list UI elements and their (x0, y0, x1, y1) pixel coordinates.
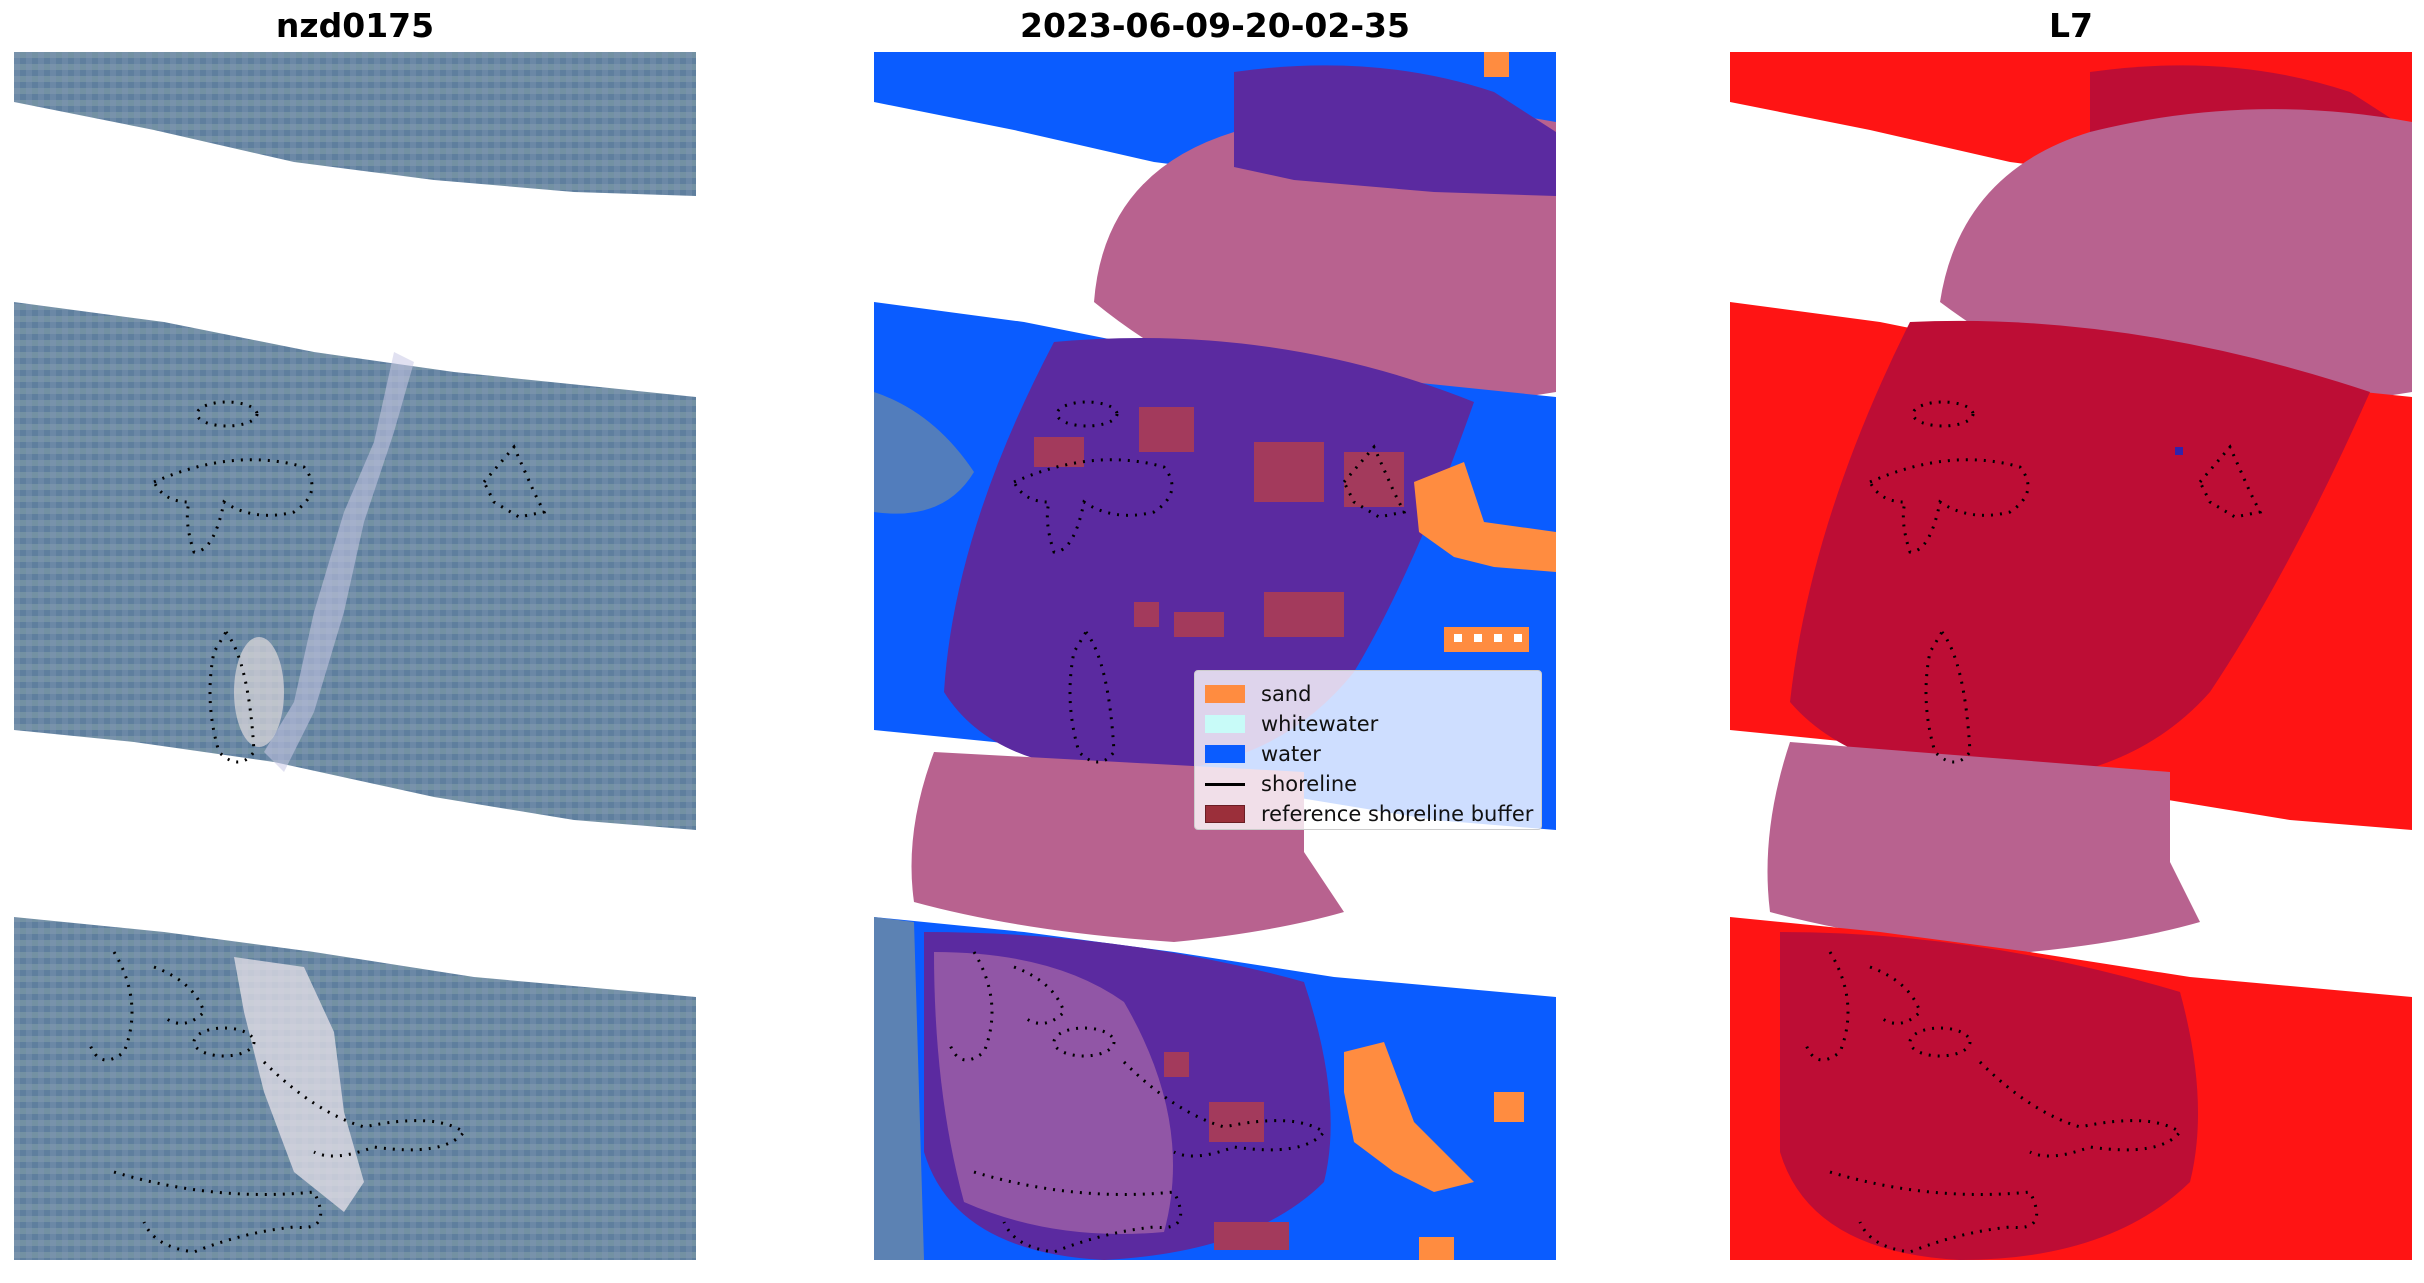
shoreline-lines (87, 400, 547, 1254)
legend-swatch-water (1205, 745, 1245, 763)
legend-item-shoreline: shoreline (1205, 769, 1531, 799)
legend-label-water: water (1261, 742, 1321, 766)
sandbar-bottom-highlight (234, 957, 364, 1212)
classification-image (874, 52, 1556, 1260)
sand-patch-1 (1414, 462, 1556, 572)
crimson-region-bottom (1780, 932, 2198, 1260)
legend-item-whitewater: whitewater (1205, 709, 1531, 739)
legend-swatch-shoreline (1205, 782, 1245, 786)
legend-label-shoreline: shoreline (1261, 772, 1358, 796)
image-strip-top (14, 52, 696, 196)
legend-swatch-reference-buffer (1205, 805, 1245, 823)
purple-overlay-top (1234, 65, 1556, 196)
legend-label-whitewater: whitewater (1261, 712, 1379, 736)
pink-band-lower (1767, 742, 2200, 952)
sandbar-highlight (264, 352, 414, 772)
sand-patch-bottom (1344, 1042, 1474, 1192)
image-strip-middle (14, 302, 696, 830)
legend-item-sand: sand (1205, 679, 1531, 709)
shoreline-lines-middle (947, 400, 1407, 1254)
right-panel-title: L7 (2049, 6, 2093, 45)
l7-mask-panel (1730, 52, 2412, 1260)
l7-mask-image (1730, 52, 2412, 1260)
rgb-image-panel (14, 52, 696, 1260)
legend-label-sand: sand (1261, 682, 1312, 706)
legend: sand whitewater water shoreline referenc… (1194, 670, 1542, 830)
image-strip-bottom (14, 917, 696, 1260)
middle-panel-title: 2023-06-09-20-02-35 (1020, 6, 1410, 45)
legend-item-water: water (1205, 739, 1531, 769)
classification-panel (874, 52, 1556, 1260)
rgb-image (14, 52, 696, 1260)
crimson-region-middle (1790, 320, 2370, 782)
legend-item-reference-buffer: reference shoreline buffer (1205, 799, 1534, 829)
legend-swatch-sand (1205, 685, 1245, 703)
shoreline-lines-right (1803, 400, 2263, 1254)
legend-label-reference-buffer: reference shoreline buffer (1261, 802, 1534, 826)
legend-swatch-whitewater (1205, 715, 1245, 733)
left-panel-title: nzd0175 (275, 6, 435, 45)
